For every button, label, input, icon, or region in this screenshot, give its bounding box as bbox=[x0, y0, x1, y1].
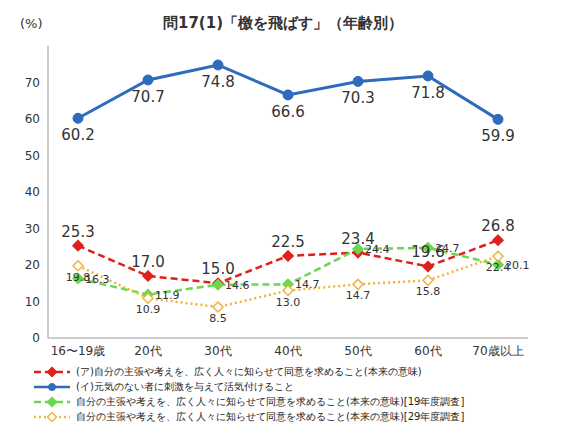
svg-text:60: 60 bbox=[25, 112, 40, 126]
svg-text:16.3: 16.3 bbox=[85, 272, 110, 286]
svg-text:70.3: 70.3 bbox=[341, 89, 374, 107]
html-text:問17(1)「檄を飛ばす」（年齢別）: 問17(1)「檄を飛ばす」（年齢別） bbox=[163, 14, 403, 32]
svg-text:70.7: 70.7 bbox=[131, 88, 164, 106]
html-text:(ア)自分の主張や考えを、広く人々に知らせて同意を求めること: (ア)自分の主張や考えを、広く人々に知らせて同意を求めること(本来の意味) bbox=[76, 365, 422, 377]
svg-text:50: 50 bbox=[25, 149, 40, 163]
svg-text:13.0: 13.0 bbox=[276, 296, 301, 309]
svg-text:10.9: 10.9 bbox=[136, 303, 161, 316]
svg-text:20: 20 bbox=[25, 258, 40, 272]
svg-text:19.6: 19.6 bbox=[411, 243, 445, 262]
svg-text:74.8: 74.8 bbox=[201, 73, 234, 91]
svg-text:0: 0 bbox=[32, 331, 40, 345]
svg-text:20.1: 20.1 bbox=[505, 258, 530, 272]
svg-text:14.6: 14.6 bbox=[225, 279, 250, 292]
svg-text:50代: 50代 bbox=[344, 344, 371, 358]
html-text:(イ)元気のない者に刺激を与えて活気付けること: (イ)元気のない者に刺激を与えて活気付けること bbox=[76, 380, 294, 392]
svg-text:25.3: 25.3 bbox=[61, 223, 94, 241]
svg-text:19.8: 19.8 bbox=[66, 271, 91, 284]
svg-text:14.7: 14.7 bbox=[295, 278, 320, 291]
svg-text:16〜19歳: 16〜19歳 bbox=[51, 344, 106, 358]
svg-text:22.4: 22.4 bbox=[486, 261, 511, 274]
svg-text:30代: 30代 bbox=[204, 344, 231, 358]
svg-text:10: 10 bbox=[25, 295, 40, 309]
svg-text:70歳以上: 70歳以上 bbox=[472, 344, 523, 358]
svg-text:20代: 20代 bbox=[134, 344, 161, 358]
svg-text:11.9: 11.9 bbox=[155, 289, 180, 302]
svg-text:66.6: 66.6 bbox=[271, 103, 304, 121]
svg-text:70: 70 bbox=[25, 76, 40, 90]
svg-text:30: 30 bbox=[25, 222, 40, 236]
svg-text:24.4: 24.4 bbox=[365, 243, 390, 256]
svg-text:17.0: 17.0 bbox=[131, 253, 164, 271]
svg-text:22.5: 22.5 bbox=[271, 233, 304, 251]
svg-text:23.4: 23.4 bbox=[341, 229, 375, 248]
svg-text:40代: 40代 bbox=[274, 344, 301, 358]
svg-text:60.2: 60.2 bbox=[61, 126, 94, 144]
svg-text:40: 40 bbox=[25, 185, 40, 199]
svg-text:26.8: 26.8 bbox=[481, 217, 514, 235]
svg-text:59.9: 59.9 bbox=[481, 127, 514, 145]
svg-text:15.0: 15.0 bbox=[201, 260, 234, 278]
svg-text:60代: 60代 bbox=[414, 344, 441, 358]
svg-text:15.8: 15.8 bbox=[416, 285, 441, 298]
svg-text:71.8: 71.8 bbox=[411, 84, 444, 102]
svg-text:24.7: 24.7 bbox=[435, 242, 460, 255]
svg-text:14.7: 14.7 bbox=[346, 289, 371, 302]
html-text:自分の主張や考えを、広く人々に知らせて同意を求めること(本来: 自分の主張や考えを、広く人々に知らせて同意を求めること(本来の意味)[19年度調… bbox=[76, 395, 465, 407]
svg-text:8.5: 8.5 bbox=[209, 312, 227, 325]
html-text:自分の主張や考えを、広く人々に知らせて同意を求めること(本来: 自分の主張や考えを、広く人々に知らせて同意を求めること(本来の意味)[29年度調… bbox=[76, 410, 465, 422]
